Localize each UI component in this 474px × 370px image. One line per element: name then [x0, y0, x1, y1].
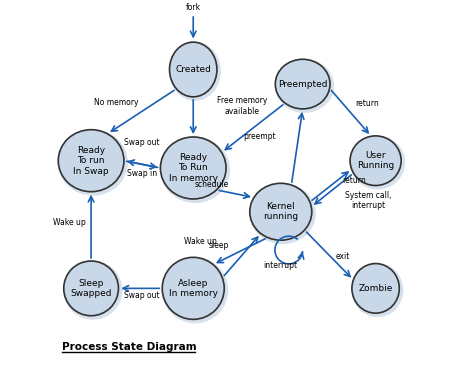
Text: preempt: preempt — [244, 132, 276, 141]
Ellipse shape — [169, 42, 221, 101]
Ellipse shape — [162, 257, 228, 323]
Text: Preempted: Preempted — [278, 80, 328, 88]
Ellipse shape — [58, 130, 124, 192]
Text: Ready
To run
In Swap: Ready To run In Swap — [73, 146, 109, 176]
Text: Swap in: Swap in — [127, 169, 157, 178]
Text: Sleep
Swapped: Sleep Swapped — [70, 279, 112, 298]
Text: User
Running: User Running — [357, 151, 394, 171]
Text: sleep: sleep — [209, 241, 229, 250]
Text: return: return — [342, 176, 365, 185]
Text: fork: fork — [186, 3, 201, 12]
Text: interrupt: interrupt — [264, 261, 298, 270]
Text: Zombie: Zombie — [358, 284, 393, 293]
Ellipse shape — [350, 135, 405, 189]
Text: Wake up: Wake up — [184, 236, 217, 246]
Text: exit: exit — [336, 252, 350, 261]
Text: Wake up: Wake up — [53, 218, 86, 227]
Ellipse shape — [275, 59, 334, 113]
Ellipse shape — [275, 59, 330, 109]
Text: schedule: schedule — [195, 180, 229, 189]
Text: Created: Created — [175, 65, 211, 74]
Ellipse shape — [350, 136, 401, 185]
Ellipse shape — [64, 260, 122, 320]
Ellipse shape — [352, 263, 403, 317]
Ellipse shape — [170, 42, 217, 97]
Ellipse shape — [249, 183, 316, 244]
Text: return: return — [356, 98, 379, 108]
Text: No memory: No memory — [94, 98, 139, 107]
Text: Kernel
running: Kernel running — [263, 202, 298, 222]
Text: Ready
To Run
In memory: Ready To Run In memory — [169, 153, 218, 183]
Text: System call,
interrupt: System call, interrupt — [345, 191, 391, 210]
Text: Free memory
available: Free memory available — [217, 96, 267, 116]
Ellipse shape — [250, 183, 312, 240]
Text: Swap out: Swap out — [124, 138, 160, 147]
Ellipse shape — [58, 130, 128, 196]
Text: Process State Diagram: Process State Diagram — [62, 342, 197, 352]
Text: Asleep
In memory: Asleep In memory — [169, 279, 218, 298]
Ellipse shape — [160, 137, 226, 199]
Text: Swap out: Swap out — [124, 291, 160, 300]
Ellipse shape — [352, 263, 399, 313]
Ellipse shape — [162, 258, 224, 319]
Ellipse shape — [160, 137, 230, 203]
Ellipse shape — [64, 261, 118, 316]
